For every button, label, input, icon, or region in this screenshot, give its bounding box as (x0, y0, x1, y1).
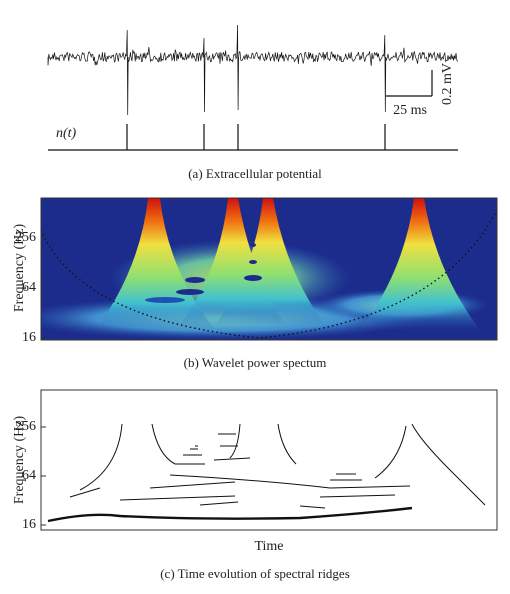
y-tick-label: 16 (22, 517, 36, 532)
spike-train-label: n(t) (56, 126, 77, 141)
spike-train (48, 124, 458, 151)
x-label: Time (254, 539, 283, 554)
signal-trace (47, 24, 458, 116)
y-tick-label: 256 (15, 230, 36, 245)
y-tick-label: 64 (22, 468, 36, 483)
scale-bar (386, 70, 433, 97)
ridges (47, 423, 486, 523)
caption: (b) Wavelet power spectum (184, 355, 327, 370)
y-label: Frequency (Hz) (12, 416, 27, 505)
caption: (c) Time evolution of spectral ridges (160, 566, 350, 581)
y-tick-label: 16 (22, 330, 36, 345)
frame (40, 389, 498, 531)
frame (40, 197, 498, 341)
wavelet-spectrum (41, 198, 497, 340)
y-tick-label: 256 (15, 419, 36, 434)
caption: (a) Extracellular potential (188, 166, 322, 181)
trace-line (47, 24, 458, 116)
y-tick-label: 64 (22, 280, 36, 295)
y-label: Frequency (Hz) (12, 224, 27, 313)
scale-voltage: 0.2 mV (440, 63, 455, 105)
scale-time: 25 ms (393, 103, 427, 118)
